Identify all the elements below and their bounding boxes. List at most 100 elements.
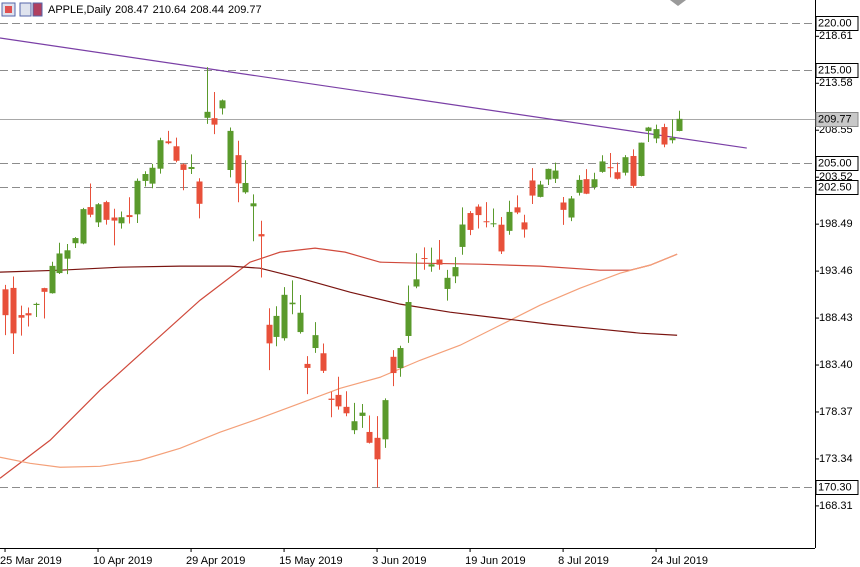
candle-body	[653, 129, 660, 139]
candle-body	[607, 167, 614, 169]
x-tick-label: 25 Mar 2019	[0, 555, 62, 567]
header-close: 209.77	[228, 4, 262, 16]
candle-body	[359, 412, 366, 416]
candle-body	[614, 172, 621, 179]
candle-body	[242, 182, 249, 193]
candle-body	[669, 137, 676, 141]
candle-body	[498, 224, 505, 252]
candle-body	[49, 265, 56, 294]
x-tick-label: 15 May 2019	[279, 555, 343, 567]
candle-body	[297, 312, 304, 333]
candle-body	[560, 202, 567, 210]
y-tick-label: 188.43	[819, 312, 853, 324]
candle-body	[25, 313, 32, 316]
candle-body	[72, 238, 79, 244]
candle-body	[18, 315, 25, 318]
candle-body	[250, 203, 257, 207]
candle-body	[638, 142, 645, 176]
candle-body	[80, 209, 87, 244]
candle-body	[382, 400, 389, 440]
shift-marker	[670, 0, 686, 6]
y-tick-label: 183.40	[819, 359, 853, 371]
price-label-box	[815, 112, 859, 127]
candle-body	[304, 363, 311, 368]
candle-body	[157, 140, 164, 169]
candle-body	[41, 288, 48, 292]
candle-body	[521, 222, 528, 230]
candle-body	[312, 335, 319, 349]
chart-header: APPLE,Daily 208.47 210.64 208.44 209.77	[48, 4, 262, 16]
chart-title: APPLE,Daily	[48, 4, 111, 16]
candle-body	[328, 398, 335, 400]
level-label: 205.00	[818, 157, 852, 169]
candle-body	[165, 141, 172, 144]
candle-body	[630, 155, 637, 186]
candle-body	[374, 437, 381, 460]
x-tick-label: 29 Apr 2019	[186, 555, 245, 567]
candle-body	[142, 174, 149, 181]
candle-body	[227, 130, 234, 171]
candle-body	[514, 207, 521, 213]
candle-body	[103, 202, 110, 220]
candle-body	[2, 289, 9, 316]
candle-body	[134, 180, 141, 215]
x-tick-label: 8 Jul 2019	[558, 555, 609, 567]
candle-body	[56, 253, 63, 274]
candle-body	[149, 167, 156, 184]
header-open: 208.47	[115, 4, 149, 16]
y-tick-label: 193.46	[819, 265, 853, 277]
candle-body	[599, 161, 606, 172]
level-label-box	[815, 16, 859, 31]
candle-body	[343, 406, 350, 414]
level-label: 202.50	[818, 181, 852, 193]
candle-body	[413, 279, 420, 287]
candle-body	[645, 127, 652, 132]
candle-body	[545, 168, 552, 180]
candle-body	[583, 179, 590, 194]
x-tick-label: 3 Jun 2019	[372, 555, 426, 567]
level-label-box	[815, 156, 859, 171]
level-label-box	[815, 63, 859, 78]
candle-body	[235, 155, 242, 184]
candle-body	[552, 170, 559, 179]
candle-body	[211, 118, 218, 125]
candle-body	[537, 184, 544, 197]
candle-body	[219, 100, 226, 109]
candle-body	[506, 211, 513, 231]
candle-body	[126, 215, 133, 218]
candle-body	[529, 180, 536, 196]
candle-body	[576, 179, 583, 193]
candle-body	[397, 348, 404, 369]
candle-body	[180, 164, 187, 170]
candle-body	[405, 302, 412, 336]
indicator-line	[0, 247, 678, 479]
candle-body	[273, 315, 280, 337]
y-tick-label: 218.61	[819, 30, 853, 42]
candle-body	[64, 250, 71, 259]
level-label-box	[815, 180, 859, 195]
candle-body	[87, 207, 94, 215]
icon-part	[5, 6, 12, 13]
candle-body	[421, 258, 428, 260]
candle-body	[467, 213, 474, 230]
candle-body	[111, 217, 118, 221]
level-label: 215.00	[818, 64, 852, 76]
x-tick-label: 24 Jul 2019	[651, 555, 708, 567]
candle-body	[335, 394, 342, 407]
level-label: 170.30	[818, 481, 852, 493]
candle-body	[10, 287, 17, 334]
candle-body	[258, 234, 265, 237]
candle-body	[661, 127, 668, 145]
candle-body	[188, 167, 195, 169]
candle-body	[591, 179, 598, 188]
price-label: 209.77	[818, 113, 852, 125]
icon-part	[32, 2, 43, 17]
header-low: 208.44	[190, 4, 224, 16]
candle-body	[452, 267, 459, 277]
candle-body	[289, 302, 296, 305]
indicator-line	[0, 253, 678, 468]
y-tick-label: 168.31	[819, 500, 853, 512]
